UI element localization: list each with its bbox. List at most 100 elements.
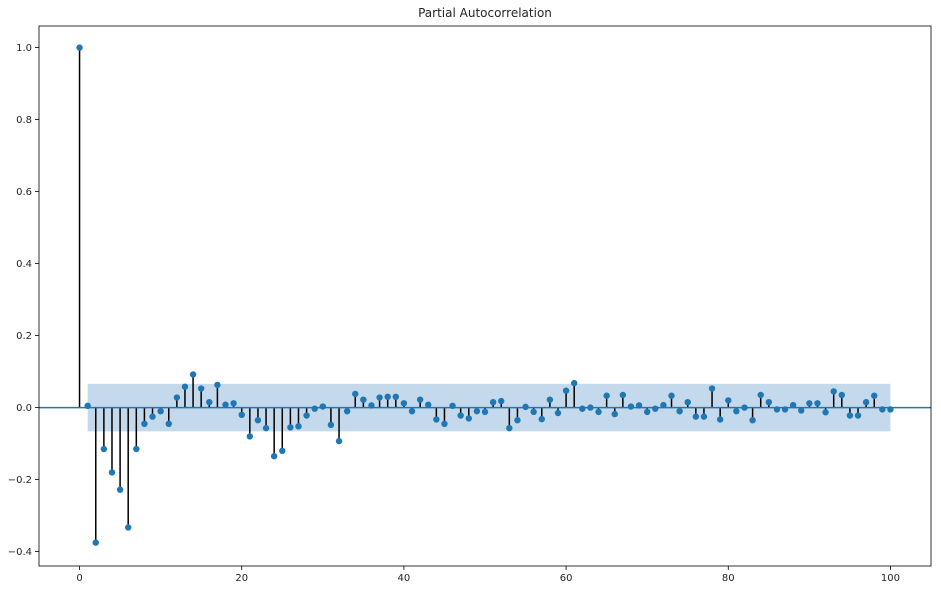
stem-marker	[149, 413, 156, 420]
stem-marker	[684, 399, 691, 406]
stem-marker	[368, 402, 375, 409]
stem-marker	[765, 399, 773, 406]
stem-marker	[465, 415, 472, 422]
stem-marker	[206, 399, 213, 406]
stem-marker	[498, 397, 505, 405]
stem-marker	[789, 401, 797, 409]
stem-marker	[246, 433, 254, 440]
stem-marker	[643, 408, 651, 416]
stem-marker	[254, 417, 262, 424]
stem-marker	[425, 401, 432, 408]
stem-marker	[125, 524, 132, 531]
stem-marker	[830, 388, 837, 395]
stem-marker	[814, 400, 821, 407]
stem-marker	[554, 409, 562, 417]
stem-marker	[871, 392, 878, 399]
stem-marker	[327, 421, 335, 429]
stem-marker	[262, 424, 270, 432]
y-tick-label: 0.4	[16, 259, 32, 270]
stem-marker	[781, 406, 789, 413]
stem-marker	[311, 405, 318, 412]
stem-marker	[392, 393, 399, 400]
stem-marker	[611, 410, 618, 418]
stem-marker	[319, 403, 327, 410]
stem-marker	[741, 404, 748, 411]
x-tick-label: 60	[560, 573, 573, 584]
stem-marker	[352, 390, 359, 398]
stem-marker	[757, 391, 764, 399]
stem-marker	[635, 402, 643, 409]
stem-marker	[725, 397, 732, 404]
stem-marker	[522, 403, 529, 411]
stem-marker	[76, 44, 83, 51]
stem-marker	[595, 408, 602, 416]
stem-marker	[473, 408, 481, 415]
stem-marker	[571, 379, 578, 387]
stem-marker	[506, 424, 513, 432]
stem-marker	[846, 412, 854, 419]
stem-marker	[416, 396, 424, 403]
stem-marker	[806, 400, 813, 407]
y-tick-label: 0.0	[16, 403, 32, 414]
stem-marker	[538, 415, 545, 423]
stem-marker	[157, 408, 164, 415]
stem-marker	[773, 406, 781, 413]
stem-marker	[295, 423, 302, 430]
stem-marker	[222, 401, 229, 408]
stem-marker	[514, 417, 521, 424]
stem-marker	[627, 403, 635, 410]
x-tick-label: 20	[235, 573, 248, 584]
y-tick-label: 0.6	[16, 187, 32, 198]
stem-marker	[862, 399, 870, 406]
stem-marker	[408, 408, 416, 415]
stem-marker	[676, 408, 683, 415]
stem-marker	[84, 402, 91, 409]
stem-marker	[579, 405, 586, 412]
stem-marker	[489, 399, 497, 406]
stem-marker	[279, 447, 286, 454]
stem-marker	[165, 420, 172, 427]
stem-marker	[749, 417, 756, 424]
y-tick-label: −0.4	[8, 547, 32, 558]
chart-title: Partial Autocorrelation	[418, 6, 552, 20]
stem-marker	[181, 383, 189, 390]
stem-marker	[481, 408, 489, 416]
stem-marker	[335, 437, 343, 445]
x-tick-label: 40	[398, 573, 411, 584]
plot-area	[39, 44, 931, 546]
stem-marker	[376, 394, 383, 401]
stem-marker	[189, 371, 197, 378]
stem-marker	[400, 400, 408, 407]
stem-marker	[133, 445, 140, 453]
stem-marker	[173, 394, 181, 401]
stem-marker	[92, 539, 99, 546]
stem-marker	[798, 407, 805, 414]
stem-marker	[449, 402, 456, 409]
stem-marker	[230, 400, 237, 407]
stem-marker	[692, 413, 700, 420]
y-axis: −0.4 −0.2 0.0 0.2 0.4 0.6 0.8 1.0	[8, 43, 39, 558]
stem-marker	[270, 453, 278, 460]
stem-marker	[708, 385, 716, 392]
x-tick-label: 0	[76, 573, 82, 584]
x-axis: 0 20 40 60 80 100	[76, 566, 900, 584]
stem-marker	[343, 408, 351, 415]
stem-marker	[197, 385, 205, 392]
y-tick-label: 0.2	[16, 331, 32, 342]
stem-marker	[660, 401, 667, 409]
stem-marker	[238, 411, 245, 418]
stem-marker	[530, 408, 537, 416]
stem-marker	[733, 408, 740, 415]
stem-marker	[384, 393, 391, 400]
stem-marker	[433, 416, 440, 423]
y-tick-label: 1.0	[16, 43, 32, 54]
stem-marker	[108, 469, 116, 476]
stem-marker	[100, 445, 108, 453]
stem-marker	[287, 424, 294, 431]
x-tick-label: 100	[881, 573, 900, 584]
stem-marker	[879, 406, 886, 413]
stem-marker	[887, 406, 894, 413]
stem-marker	[668, 392, 675, 399]
stem-markers	[76, 44, 894, 546]
